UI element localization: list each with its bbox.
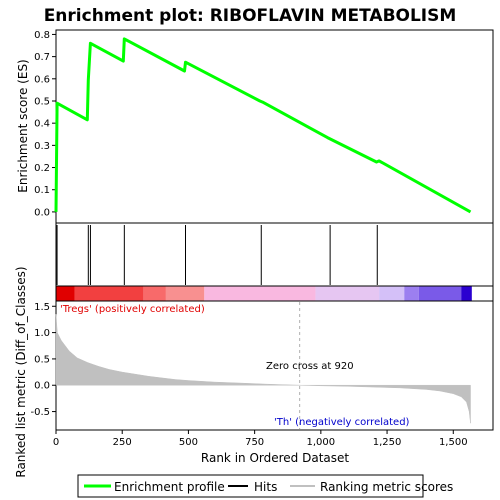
x-axis-label: Rank in Ordered Dataset: [201, 451, 349, 465]
es-y-tick-label: 0.6: [34, 74, 50, 85]
hits-panel-frame: [55, 222, 494, 287]
x-tick-label: 1,500: [439, 437, 468, 448]
x-tick-label: 250: [113, 437, 132, 448]
hits-plot-area: [56, 225, 378, 285]
zero-cross-label: Zero cross at 920: [266, 361, 354, 372]
x-tick-label: 500: [179, 437, 198, 448]
es-y-axis-label: Enrichment score (ES): [16, 59, 30, 192]
chart-title: Enrichment plot: RIBOFLAVIN METABOLISM: [44, 6, 457, 26]
heatmap-segment: [56, 286, 75, 301]
metric-y-axis: -0.5 0.0 0.5 1.0 1.5: [30, 302, 56, 418]
ranking-heatmap: [56, 286, 472, 301]
es-y-tick-label: 0.5: [34, 96, 50, 107]
metric-y-axis-label: Ranked list metric (Diff_of_Classes): [14, 266, 28, 477]
metric-y-tick-label: 0.5: [34, 354, 50, 365]
heatmap-segment: [418, 286, 462, 301]
x-tick-label: 1,000: [307, 437, 336, 448]
positive-correlation-label: 'Tregs' (positively correlated): [60, 304, 205, 315]
es-y-tick-label: 0.2: [34, 163, 50, 174]
heatmap-segment: [204, 286, 316, 301]
es-y-tick-label: 0.0: [34, 207, 50, 218]
x-tick-label: 750: [245, 437, 264, 448]
heatmap-segment: [315, 286, 380, 301]
legend-enrichment-label: Enrichment profile: [114, 480, 225, 494]
legend-box: [77, 474, 424, 498]
heatmap-segment: [461, 286, 472, 301]
enrichment-profile-line: [54, 37, 472, 214]
metric-y-tick-label: 0.0: [34, 381, 50, 392]
heatmap-segment: [143, 286, 166, 301]
heatmap-segment: [379, 286, 405, 301]
metric-y-tick-label: 1.5: [34, 302, 50, 313]
es-y-tick-label: 0.4: [34, 119, 50, 130]
legend-metric-label: Ranking metric scores: [320, 480, 453, 494]
es-y-tick-label: 0.7: [34, 52, 50, 63]
legend-hits-label: Hits: [254, 480, 277, 494]
metric-plot-area: [55, 302, 471, 429]
ranking-metric-area: [55, 314, 471, 424]
es-y-tick-label: 0.1: [34, 185, 50, 196]
metric-y-tick-label: 1.0: [34, 328, 50, 339]
es-y-tick-label: 0.3: [34, 141, 50, 152]
metric-y-tick-label: -0.5: [30, 407, 50, 418]
es-y-axis: 0.0 0.1 0.2 0.3 0.4 0.5 0.6 0.7 0.8: [34, 30, 56, 218]
x-tick-label: 0: [53, 437, 59, 448]
heatmap-segment: [404, 286, 419, 301]
x-tick-label: 1,250: [373, 437, 402, 448]
negative-correlation-label: 'Th' (negatively correlated): [274, 417, 410, 428]
metric-x-axis: 0 250 500 750 1,000 1,250 1,500: [53, 430, 468, 448]
heatmap-segment: [165, 286, 205, 301]
es-y-tick-label: 0.8: [34, 30, 50, 41]
es-plot-area: [54, 37, 472, 214]
heatmap-segment: [74, 286, 144, 301]
